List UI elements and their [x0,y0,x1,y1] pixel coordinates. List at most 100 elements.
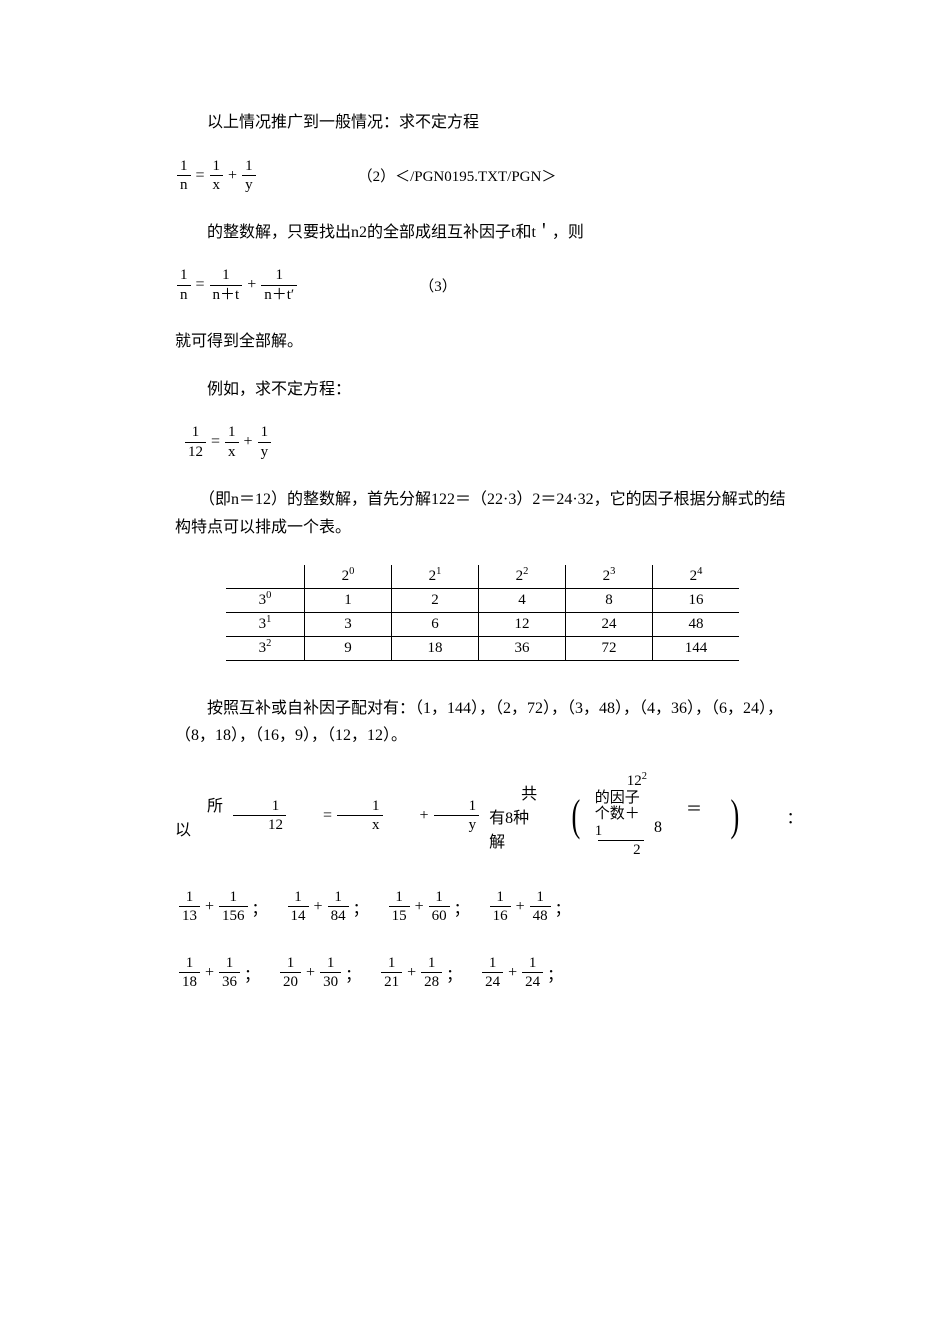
plus: + [241,433,256,451]
plus: + [244,276,259,294]
solution-pair: 116+148； [488,889,579,925]
divisor-table: 2021222324301248163136122448329183672144 [226,565,739,661]
frac-divisor-count: 122的因子个数＋1 2 [592,773,650,859]
table-header-cell: 22 [479,565,566,589]
equation-3-label: （3） [419,275,457,296]
fraction: 130 [320,955,341,991]
table-cell: 36 [479,636,566,660]
table-cell: 12 [479,612,566,636]
plus: + [303,964,318,982]
table-cell: 48 [653,612,740,636]
frac-1-12: 112 [185,424,206,460]
fraction: 136 [219,955,240,991]
equals: = [208,433,223,451]
equation-3: 1n = 1n＋t + 1n＋t′ （3） [175,267,790,303]
paren-formula: ( 122的因子个数＋1 2 ＝8 ) [543,773,749,859]
solution-pair: 121+128； [379,955,470,991]
table-header-cell: 23 [566,565,653,589]
table-cell: 72 [566,636,653,660]
paragraph-pairs: 按照互补或自补因子配对有：（1，144），（2，72），（3，48），（4，36… [175,695,790,749]
fraction: 148 [530,889,551,925]
solution-pair: 114+184； [286,889,377,925]
separator: ； [547,961,563,985]
table-cell: 2 [392,588,479,612]
table-header-cell: 20 [305,565,392,589]
fraction: 121 [381,955,402,991]
table-rowlabel-cell: 31 [226,612,305,636]
equation-2-expr: 1n = 1x + 1y [175,158,258,194]
plus: + [202,898,217,916]
table-rowlabel-cell: 30 [226,588,305,612]
colon-text: ： [755,804,803,828]
table-cell: 144 [653,636,740,660]
table-cell: 9 [305,636,392,660]
frac-1-ntp: 1n＋t′ [261,267,297,303]
table-cell: 3 [305,612,392,636]
solution-pair: 115+160； [387,889,478,925]
fraction: 114 [288,889,309,925]
eq-1-12-xy: 112 = 1x + 1y [231,798,481,834]
equals-8: ＝8 [654,795,702,837]
paragraph-after-eq2: 的整数解，只要找出n2的全部成组互补因子t和t＇，则 [175,220,790,246]
table-cell: 1 [305,588,392,612]
left-paren-icon: ( [552,796,580,836]
paragraph-conclusion: 就可得到全部解。 [175,329,790,355]
fraction: 118 [179,955,200,991]
equals: = [193,276,208,294]
fraction: 113 [179,889,200,925]
separator: ； [345,961,361,985]
solutions-row-2: 118+136；120+130；121+128；124+124； [175,955,790,991]
fraction: 116 [490,889,511,925]
equation-example: 112 = 1x + 1y [183,424,790,460]
separator: ； [454,895,470,919]
fraction: 184 [328,889,349,925]
table-cell: 16 [653,588,740,612]
solution-pair: 113+1156； [177,889,276,925]
paragraph-intro: 以上情况推广到一般情况：求不定方程 [175,110,790,136]
equation-2: 1n = 1x + 1y （2）＜/PGN0195.TXT/PGN＞ [175,158,790,194]
plus: + [311,898,326,916]
solution-pair: 118+136； [177,955,268,991]
plus: + [202,964,217,982]
fraction: 115 [389,889,410,925]
plus: + [404,964,419,982]
frac-1-x: 1x [210,158,224,194]
table-cell: 18 [392,636,479,660]
separator: ； [555,895,571,919]
table-cell: 8 [566,588,653,612]
table-rowlabel-cell: 32 [226,636,305,660]
frac-1-n-b: 1n [177,267,191,303]
frac-1-nt: 1n＋t [210,267,243,303]
table-cell: 4 [479,588,566,612]
separator: ； [244,961,260,985]
fraction: 124 [482,955,503,991]
frac-1-x-b: 1x [225,424,239,460]
fraction: 160 [429,889,450,925]
frac-1-y-b: 1y [258,424,272,460]
solutions-row-1: 113+1156；114+184；115+160；116+148； [175,889,790,925]
plus: + [505,964,520,982]
table-header-cell [226,565,305,589]
separator: ； [353,895,369,919]
equation-2-label: （2）＜/PGN0195.TXT/PGN＞ [358,165,557,186]
plus: + [225,167,240,185]
frac-1-n: 1n [177,158,191,194]
paragraph-factorization: （即n＝12）的整数解，首先分解122＝（22·3）2＝24·32，它的因子根据… [175,486,790,540]
equation-3-expr: 1n = 1n＋t + 1n＋t′ [175,267,299,303]
table-header-cell: 21 [392,565,479,589]
solution-pair: 120+130； [278,955,369,991]
right-paren-icon: ) [711,796,739,836]
plus: + [412,898,427,916]
separator: ； [252,895,268,919]
document-page: 以上情况推广到一般情况：求不定方程 1n = 1x + 1y （2）＜/PGN0… [0,0,950,1081]
equals: = [193,167,208,185]
fraction: 120 [280,955,301,991]
frac-1-y: 1y [242,158,256,194]
table-header-cell: 24 [653,565,740,589]
equation-example-expr: 112 = 1x + 1y [183,424,273,460]
divisor-table-body: 2021222324301248163136122448329183672144 [226,565,739,661]
prefix-text: 所以 [175,792,223,840]
fraction: 128 [421,955,442,991]
solution-count-line: 所以 112 = 1x + 1y 共有8种解 ( 122的因子个数＋1 2 ＝8… [175,773,790,859]
table-cell: 6 [392,612,479,636]
